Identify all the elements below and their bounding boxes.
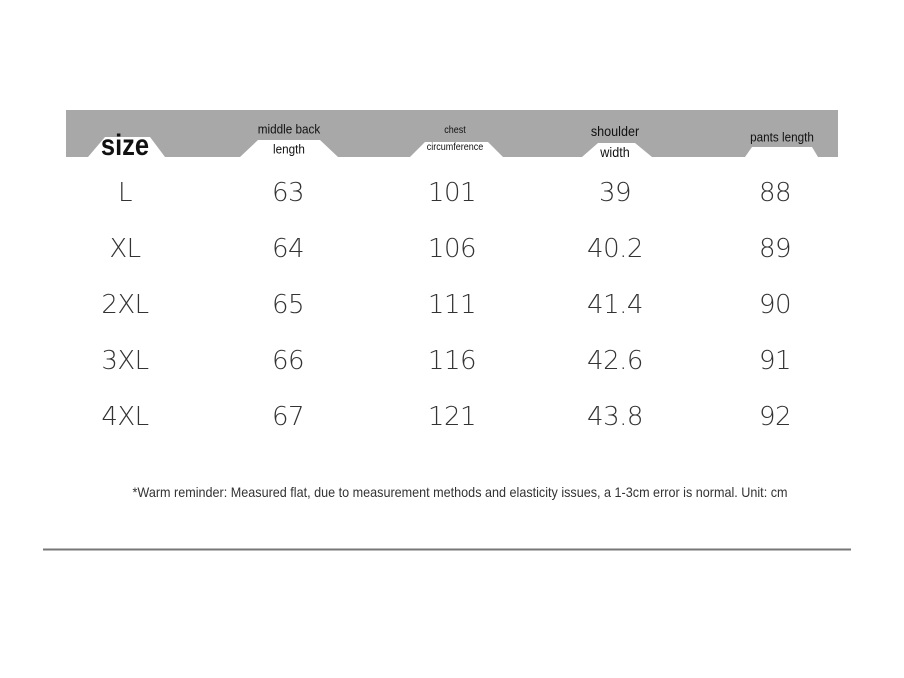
cell: 41.4 — [587, 290, 643, 320]
cell: 116 — [427, 346, 477, 376]
size-label: L — [118, 178, 133, 208]
header-label: chest — [444, 125, 466, 136]
note: *Warm reminder: Measured flat, due to me… — [132, 484, 788, 500]
size-label: XL — [109, 234, 141, 264]
cell: 39 — [598, 178, 632, 208]
cell: 90 — [758, 290, 792, 320]
cell: 111 — [427, 290, 477, 320]
header-label: shoulder — [590, 123, 640, 139]
header-label: width — [600, 144, 630, 160]
cell: 43.8 — [587, 402, 643, 432]
cell: 91 — [758, 346, 792, 376]
header-label: pants length — [750, 129, 814, 145]
cell: 40.2 — [587, 234, 643, 264]
size-label: 3XL — [101, 346, 149, 376]
cell: 89 — [758, 234, 792, 264]
cell: 106 — [427, 234, 477, 264]
header-notch — [240, 140, 338, 157]
size-label: 4XL — [101, 402, 149, 432]
header-notch — [582, 143, 652, 157]
cell: 101 — [427, 178, 477, 208]
cell: 66 — [271, 346, 305, 376]
cell: 121 — [427, 402, 477, 432]
header-label: circumference — [426, 142, 484, 153]
header-label: middle back — [257, 121, 321, 137]
cell: 92 — [758, 402, 792, 432]
cell: 42.6 — [587, 346, 643, 376]
cell: 88 — [758, 178, 792, 208]
header-notch — [88, 137, 165, 157]
header-notch — [745, 147, 818, 157]
cell: 65 — [271, 290, 305, 320]
cell: 67 — [271, 402, 305, 432]
header-notch — [410, 142, 503, 157]
size-label: 2XL — [101, 290, 149, 320]
cell: 63 — [271, 178, 305, 208]
header-label: length — [273, 141, 305, 157]
cell: 64 — [271, 234, 305, 264]
header-label: size — [100, 129, 150, 162]
